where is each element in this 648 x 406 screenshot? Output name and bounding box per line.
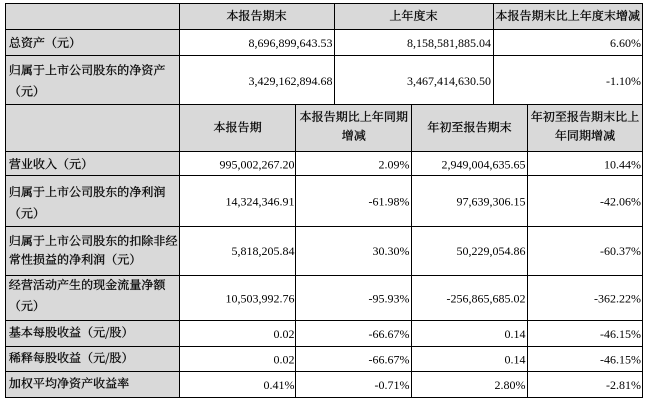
svg-text:-46.15%: -46.15% (600, 327, 641, 341)
svg-text:0.14: 0.14 (505, 352, 526, 366)
svg-text:50,229,054.86: 50,229,054.86 (457, 244, 526, 258)
svg-text:-60.37%: -60.37% (600, 244, 641, 258)
svg-text:10.44%: 10.44% (604, 157, 641, 171)
svg-text:-66.67%: -66.67% (369, 327, 410, 341)
svg-text:-362.22%: -362.22% (594, 291, 641, 305)
svg-text:14,324,346.91: 14,324,346.91 (226, 194, 295, 208)
svg-text:0.02: 0.02 (274, 352, 295, 366)
svg-text:-1.10%: -1.10% (606, 74, 641, 88)
svg-text:5,818,205.84: 5,818,205.84 (232, 244, 295, 258)
svg-text:-61.98%: -61.98% (369, 194, 410, 208)
svg-text:2.09%: 2.09% (379, 157, 410, 171)
svg-text:30.30%: 30.30% (373, 244, 410, 258)
svg-text:-256,865,685.02: -256,865,685.02 (447, 291, 526, 305)
svg-text:-46.15%: -46.15% (600, 352, 641, 366)
svg-text:3,429,162,894.68: 3,429,162,894.68 (249, 74, 333, 88)
svg-text:2,949,004,635.65: 2,949,004,635.65 (442, 157, 526, 171)
svg-text:0.14: 0.14 (505, 327, 526, 341)
svg-text:10,503,992.76: 10,503,992.76 (226, 291, 295, 305)
svg-text:-2.81%: -2.81% (606, 378, 641, 392)
svg-text:8,696,899,643.53: 8,696,899,643.53 (249, 36, 333, 50)
svg-text:3,467,414,630.50: 3,467,414,630.50 (407, 74, 491, 88)
svg-text:-66.67%: -66.67% (369, 352, 410, 366)
svg-text:0.41%: 0.41% (264, 378, 295, 392)
svg-text:0.02: 0.02 (274, 327, 295, 341)
svg-text:995,002,267.20: 995,002,267.20 (220, 157, 295, 171)
svg-text:-95.93%: -95.93% (369, 291, 410, 305)
svg-text:-42.06%: -42.06% (600, 194, 641, 208)
svg-text:97,639,306.15: 97,639,306.15 (457, 194, 526, 208)
svg-text:-0.71%: -0.71% (375, 378, 410, 392)
svg-text:8,158,581,885.04: 8,158,581,885.04 (407, 36, 491, 50)
svg-text:6.60%: 6.60% (610, 36, 641, 50)
svg-text:2.80%: 2.80% (495, 378, 526, 392)
